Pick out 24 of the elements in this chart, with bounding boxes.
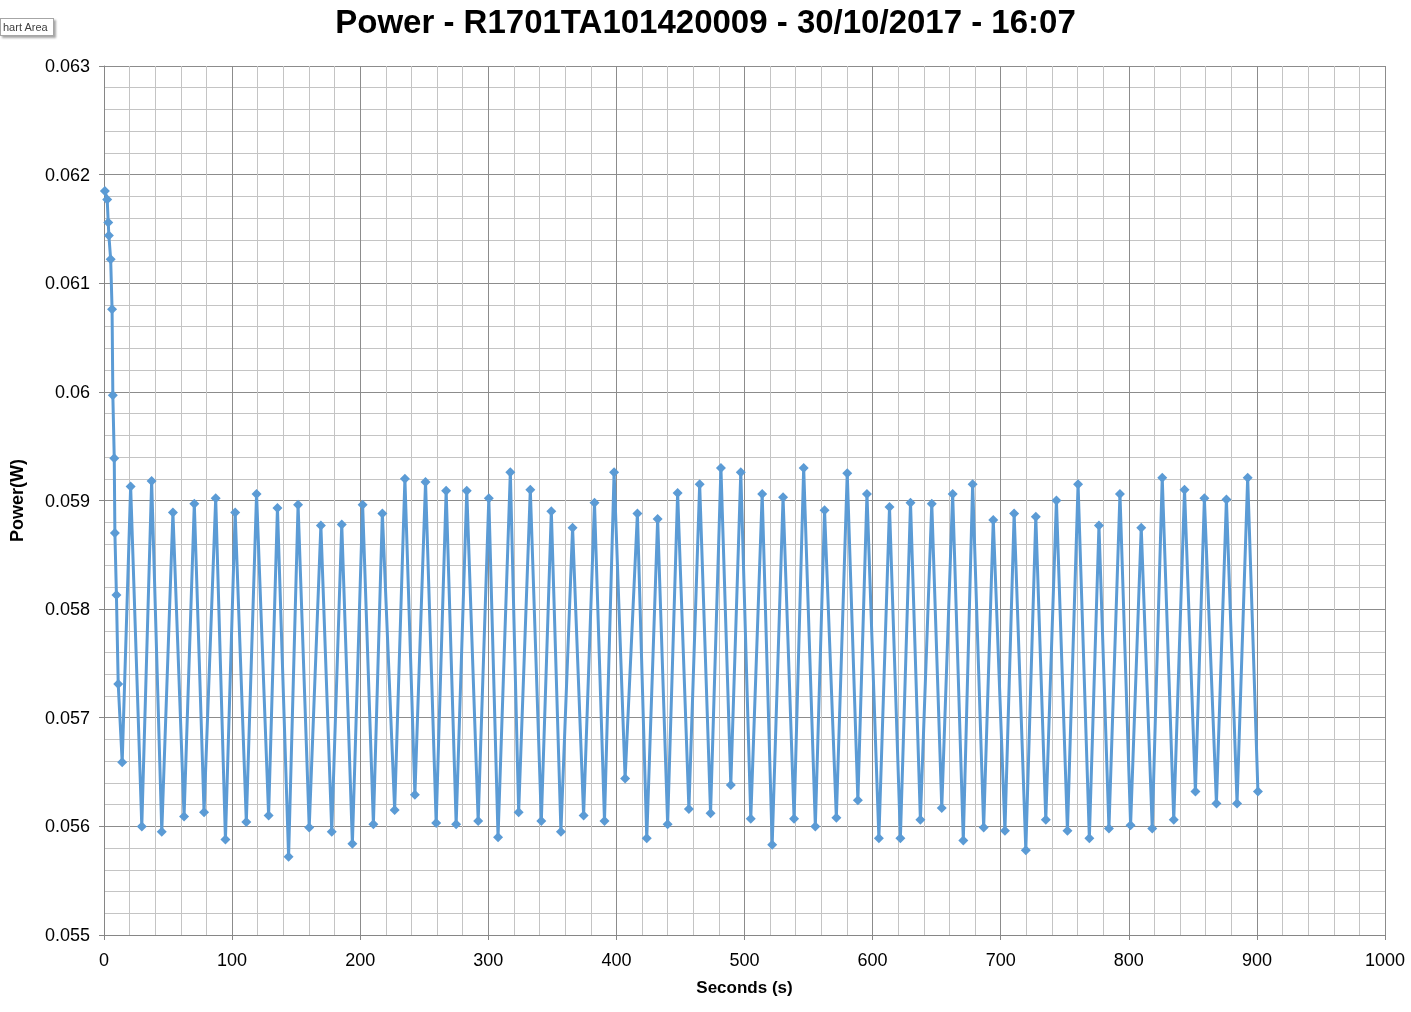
x-tick-label: 300	[473, 950, 504, 970]
x-tick-label: 900	[1241, 950, 1272, 970]
x-tick-label: 400	[601, 950, 632, 970]
x-tick-label: 1000	[1364, 950, 1406, 970]
tooltip-box: hart Area	[0, 18, 54, 36]
x-axis-title: Seconds (s)	[696, 978, 793, 997]
y-tick-label: 0.056	[44, 816, 90, 837]
x-tick-label: 200	[345, 950, 376, 970]
y-tick-label: 0.059	[44, 490, 90, 511]
x-tick-label: 500	[729, 950, 760, 970]
x-tick-label: 700	[985, 950, 1016, 970]
y-tick-label: 0.055	[44, 925, 90, 945]
y-tick-label: 0.061	[44, 273, 90, 294]
y-tick-label: 0.058	[44, 599, 90, 620]
y-tick-label: 0.057	[44, 707, 90, 728]
x-tick-label: 600	[857, 950, 888, 970]
y-tick-label: 0.062	[44, 164, 90, 185]
x-tick-label: 0	[98, 950, 110, 970]
x-tick-label: 800	[1113, 950, 1144, 970]
y-axis-title: Power(W)	[7, 459, 27, 542]
y-tick-label: 0.063	[44, 56, 90, 76]
chart-title: Power - R1701TA101420009 - 30/10/2017 - 16:07	[335, 3, 1076, 40]
x-tick-label: 100	[217, 950, 248, 970]
y-tick-label: 0.06	[54, 381, 90, 402]
